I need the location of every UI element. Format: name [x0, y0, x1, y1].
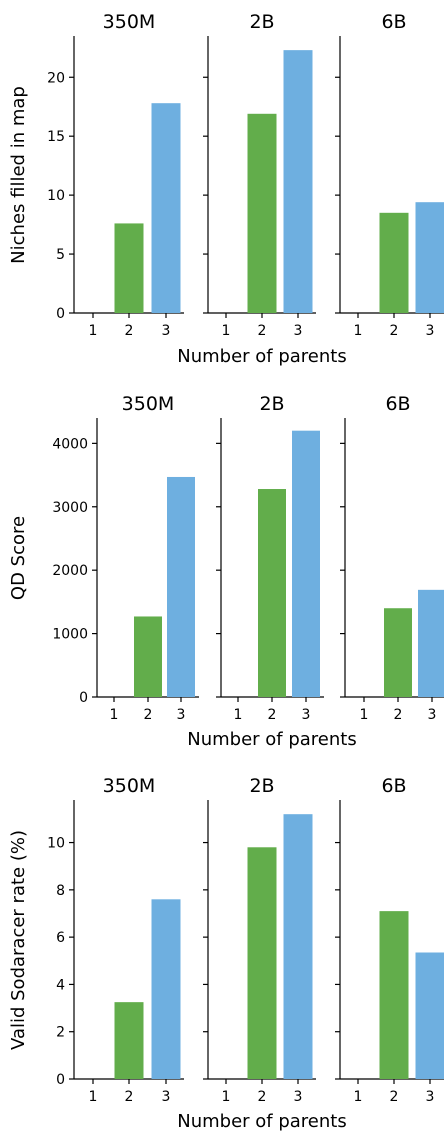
x-tick-label: 1 — [354, 323, 363, 339]
x-tick-label: 1 — [222, 1089, 231, 1105]
x-tick-label: 3 — [177, 707, 186, 723]
x-tick-label: 3 — [302, 707, 311, 723]
bar-2-parents — [134, 616, 162, 697]
x-tick-label: 1 — [360, 707, 369, 723]
bar-2-parents — [247, 113, 277, 313]
panel-title: 2B — [249, 775, 274, 797]
x-tick-label: 2 — [258, 323, 267, 339]
x-tick-label: 3 — [162, 323, 171, 339]
bar-3-parents — [418, 589, 444, 697]
y-axis-label: QD Score — [8, 516, 29, 600]
y-tick-label: 0 — [79, 690, 88, 706]
y-tick-label: 5 — [56, 247, 65, 263]
y-tick-label: 6 — [56, 930, 65, 946]
x-axis-label: Number of parents — [177, 346, 346, 367]
y-tick-label: 2000 — [52, 563, 88, 579]
bar-3-parents — [415, 202, 444, 313]
bar-3-parents — [167, 476, 195, 697]
x-tick-label: 2 — [268, 707, 277, 723]
x-tick-label: 3 — [426, 323, 435, 339]
bar-3-parents — [283, 50, 313, 313]
bar-3-parents — [151, 899, 181, 1079]
x-axis-label: Number of parents — [187, 729, 356, 750]
panel-title: 2B — [249, 11, 274, 33]
y-tick-label: 20 — [47, 70, 65, 86]
bar-3-parents — [151, 103, 181, 314]
bar-2-parents — [114, 223, 144, 313]
bar-2-parents — [379, 911, 409, 1079]
bar-2-parents — [114, 1002, 144, 1079]
panel-title: 350M — [103, 11, 156, 33]
panel-title: 350M — [122, 393, 175, 415]
x-tick-label: 2 — [125, 323, 134, 339]
y-tick-label: 4 — [56, 977, 65, 993]
x-tick-label: 3 — [294, 323, 303, 339]
panel-title: 6B — [381, 775, 406, 797]
x-tick-label: 2 — [394, 707, 403, 723]
bar-2-parents — [258, 489, 286, 697]
y-tick-label: 0 — [56, 1072, 65, 1088]
x-tick-label: 1 — [89, 1089, 98, 1105]
x-tick-label: 2 — [390, 323, 399, 339]
y-tick-label: 15 — [47, 129, 65, 145]
panel-title: 6B — [385, 393, 410, 415]
bar-2-parents — [384, 608, 412, 697]
bar-3-parents — [292, 430, 320, 697]
y-axis-label: Valid Sodaracer rate (%) — [8, 830, 29, 1050]
y-tick-label: 1000 — [52, 627, 88, 643]
x-tick-label: 1 — [89, 323, 98, 339]
x-tick-label: 3 — [426, 1089, 435, 1105]
y-tick-label: 3000 — [52, 500, 88, 516]
x-tick-label: 1 — [234, 707, 243, 723]
panel-title: 6B — [381, 11, 406, 33]
y-tick-label: 2 — [56, 1025, 65, 1041]
x-tick-label: 3 — [162, 1089, 171, 1105]
bar-2-parents — [379, 212, 409, 313]
panel-title: 2B — [259, 393, 284, 415]
x-tick-label: 3 — [294, 1089, 303, 1105]
y-tick-label: 10 — [47, 836, 65, 852]
y-axis-label: Niches filled in map — [8, 86, 29, 264]
bar-3-parents — [415, 952, 444, 1079]
x-tick-label: 3 — [428, 707, 437, 723]
x-tick-label: 1 — [354, 1089, 363, 1105]
panel-title: 350M — [103, 775, 156, 797]
y-tick-label: 10 — [47, 188, 65, 204]
y-tick-label: 0 — [56, 306, 65, 322]
y-tick-label: 8 — [56, 883, 65, 899]
x-tick-label: 2 — [144, 707, 153, 723]
bar-3-parents — [283, 814, 313, 1079]
x-tick-label: 1 — [110, 707, 119, 723]
x-tick-label: 1 — [222, 323, 231, 339]
x-tick-label: 2 — [258, 1089, 267, 1105]
x-tick-label: 2 — [390, 1089, 399, 1105]
bar-2-parents — [247, 847, 277, 1079]
x-tick-label: 2 — [125, 1089, 134, 1105]
x-axis-label: Number of parents — [177, 1111, 346, 1132]
y-tick-label: 4000 — [52, 436, 88, 452]
